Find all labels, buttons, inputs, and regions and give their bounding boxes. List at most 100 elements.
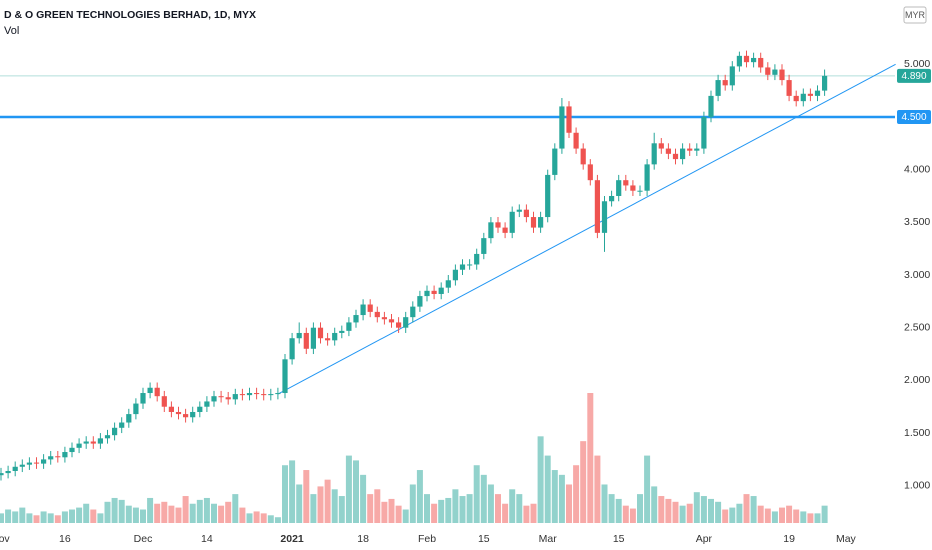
- volume-bar: [651, 486, 658, 523]
- candle-body: [601, 201, 608, 233]
- volume-bar: [154, 503, 161, 523]
- candle-body: [381, 317, 387, 320]
- volume-bar: [317, 486, 324, 523]
- volume-bar: [544, 455, 551, 523]
- volume-bar: [672, 501, 679, 523]
- candle-body: [559, 106, 565, 149]
- hline-tag: [897, 109, 931, 124]
- volume-bar: [580, 441, 587, 523]
- currency-label: MYR: [905, 10, 926, 20]
- volume-bar: [473, 465, 480, 523]
- candle-body: [779, 69, 785, 81]
- candle-body: [459, 264, 466, 270]
- candle-body: [232, 394, 238, 400]
- volume-bar: [715, 501, 722, 523]
- x-tick-label: 16: [59, 533, 71, 545]
- x-tick-label: Feb: [418, 533, 436, 545]
- candle-body: [594, 180, 600, 233]
- y-tick-label: 5.000: [904, 58, 930, 70]
- candle-body: [26, 462, 32, 465]
- volume-bar: [161, 501, 168, 523]
- volume-bar: [509, 489, 516, 523]
- volume-bar: [54, 515, 61, 523]
- y-tick-label: 1.500: [904, 427, 930, 439]
- candle-body: [168, 406, 174, 412]
- volume-bar: [821, 505, 828, 523]
- candle-body: [481, 238, 487, 254]
- y-tick-label: 3.000: [904, 269, 930, 281]
- candle-body: [261, 394, 267, 396]
- candle-body: [161, 396, 167, 407]
- candle-body: [147, 387, 153, 394]
- volume-bar: [338, 496, 345, 523]
- candle-body: [467, 264, 473, 266]
- candle-body: [651, 143, 657, 165]
- volume-bar: [629, 508, 636, 523]
- hline-tag-label: 4.500: [901, 112, 926, 123]
- volume-bar: [104, 501, 111, 523]
- volume-bar: [26, 513, 33, 523]
- candle-body: [637, 190, 643, 192]
- volume-bar: [282, 465, 288, 523]
- candle-body: [55, 456, 61, 458]
- volume-bar: [658, 496, 665, 523]
- volume-bar: [0, 513, 4, 523]
- volume-bar: [424, 494, 430, 523]
- volume-bar: [573, 465, 580, 523]
- volume-bar: [353, 460, 359, 523]
- volume-bar: [551, 470, 558, 523]
- volume-bar: [750, 496, 757, 523]
- volume-bar: [459, 496, 466, 523]
- volume-bar: [388, 498, 395, 523]
- volume-bar: [253, 511, 260, 523]
- volume-bar: [502, 503, 509, 523]
- volume-bar: [722, 509, 729, 523]
- x-tick-label: Mar: [539, 533, 558, 545]
- volume-bar: [779, 507, 785, 523]
- candle-body: [538, 217, 544, 228]
- candle-body: [303, 332, 309, 349]
- candle-body: [772, 69, 778, 75]
- volume-bar: [246, 513, 253, 523]
- volume-bar: [516, 494, 523, 523]
- volume-bar: [345, 455, 352, 523]
- candle-body: [83, 441, 89, 444]
- volume-bar: [700, 496, 707, 523]
- x-tick-label: May: [836, 533, 857, 545]
- volume-bar: [566, 484, 572, 523]
- candle-body: [353, 315, 359, 323]
- volume-bar: [83, 503, 90, 523]
- candle-body: [296, 332, 302, 339]
- volume-bar: [19, 507, 26, 523]
- volume-bar: [310, 494, 317, 523]
- candle-body: [751, 57, 757, 63]
- candle-body: [339, 330, 345, 333]
- y-tick-label: 4.000: [904, 163, 930, 175]
- volume-label: Vol: [4, 25, 19, 37]
- chart-title: D & O GREEN TECHNOLOGIES BERHAD, 1D, MYX: [4, 9, 256, 21]
- candle-body: [438, 287, 444, 294]
- volume-bar: [736, 503, 743, 523]
- candle-body: [665, 148, 671, 154]
- candle-body: [289, 338, 295, 360]
- volume-bar: [381, 501, 388, 523]
- candle-body: [445, 280, 451, 288]
- candle-body: [126, 414, 132, 423]
- candle-body: [530, 217, 537, 228]
- candle-body: [403, 317, 409, 328]
- candle-body: [743, 55, 750, 63]
- volume-bar: [225, 501, 232, 523]
- volume-bar: [303, 470, 310, 523]
- x-tick-label: Dec: [134, 533, 153, 545]
- candle-body: [580, 148, 586, 165]
- candle-body: [680, 148, 686, 160]
- candle-body: [183, 414, 189, 418]
- candle-body: [225, 397, 231, 400]
- candle-body: [325, 338, 331, 341]
- candle-body: [814, 90, 821, 96]
- candle-body: [97, 438, 103, 444]
- candle-body: [317, 327, 324, 339]
- candle-body: [140, 393, 146, 404]
- volume-bar: [12, 511, 19, 523]
- candle-body: [197, 406, 203, 412]
